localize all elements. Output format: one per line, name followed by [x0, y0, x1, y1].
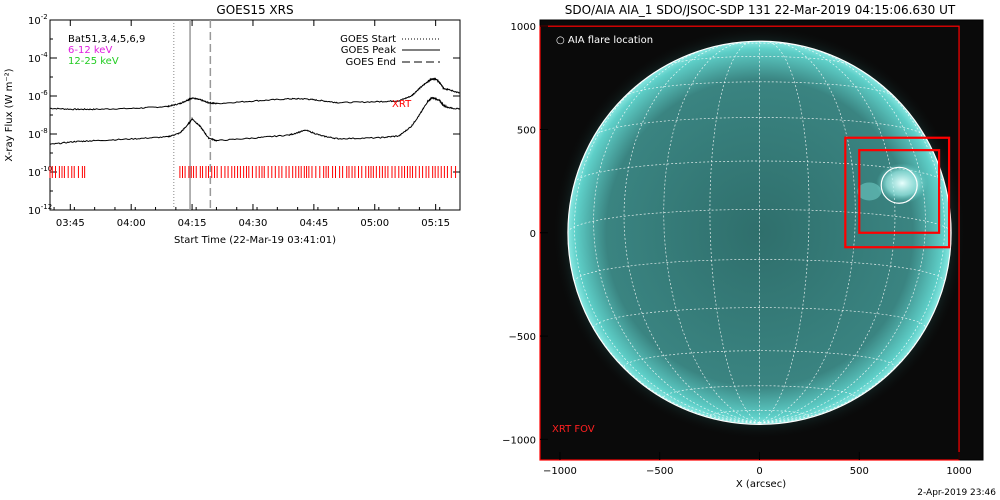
longitude-line — [759, 41, 856, 424]
legend-12-25-kev: 12-25 keV — [68, 56, 119, 67]
goes-y-axis-label: X-ray Flux (W m⁻²) — [4, 68, 15, 161]
goes-series-lower — [49, 96, 461, 145]
legend-goes-start: GOES Start — [340, 34, 396, 45]
aia-y-tick-label: 0 — [530, 229, 536, 240]
latitude-line — [574, 259, 945, 282]
goes-y-tick-label: 10-12 — [28, 203, 52, 217]
aia-x-tick-label: −500 — [646, 466, 673, 477]
legend-goes-peak: GOES Peak — [341, 45, 396, 56]
flare-ejecta-glow — [857, 182, 882, 201]
xrt-annotation: XRT — [392, 99, 412, 110]
goes-x-tick-label: 05:00 — [360, 218, 389, 229]
latitude-line — [709, 410, 810, 417]
goes-x-tick-label: 04:00 — [117, 218, 146, 229]
aia-flare-location-marker — [880, 166, 918, 204]
flare-brightening — [876, 163, 929, 204]
latitude-line — [666, 56, 853, 66]
longitude-line — [759, 40, 810, 424]
aia-legend: ○ AIA flare location — [556, 35, 653, 46]
generation-timestamp: 2-Apr-2019 23:46 — [917, 488, 996, 498]
goes-chart-title: GOES15 XRS — [216, 3, 293, 17]
xrt-observation-bars — [49, 166, 457, 178]
aia-x-tick-label: 1000 — [946, 466, 971, 477]
goes-x-tick-label: 04:15 — [178, 218, 207, 229]
xrt-fov-box — [539, 25, 960, 461]
goes-xrs-chart: GOES15 XRS 03:45 04:00 04:15 04:30 04:45 05:0… — [4, 3, 461, 246]
goes-x-tick-label: 04:45 — [299, 218, 328, 229]
aia-y-axis: −1000 −500 0 500 1000 — [502, 22, 548, 446]
goes-x-tick-label: 03:45 — [56, 218, 85, 229]
region-boxes — [539, 25, 960, 461]
longitude-line — [759, 42, 896, 424]
aia-y-tick-label: 1000 — [511, 22, 536, 33]
goes-y-tick-label: 10-2 — [28, 13, 48, 27]
goes-x-axis-label: Start Time (22-Mar-19 03:41:01) — [174, 235, 336, 246]
aia-y-tick-label: −500 — [509, 332, 536, 343]
goes-y-tick-label: 10-4 — [28, 51, 48, 65]
latitude-line — [663, 385, 856, 398]
latitude-line — [567, 209, 952, 233]
aia-x-axis-label: X (arcsec) — [736, 479, 786, 490]
longitude-line — [709, 40, 760, 424]
longitude-line — [663, 41, 760, 424]
legend-bat-label: Bat51,3,4,5,6,9 — [68, 34, 145, 45]
xrt-region-box — [858, 149, 941, 234]
goes-x-tick-label: 04:30 — [239, 218, 268, 229]
aia-title: SDO/AIA AIA_1 SDO/JSOC-SDP 131 22-Mar-20… — [565, 3, 956, 17]
legend-6-12-kev: 6-12 keV — [68, 45, 112, 56]
aia-x-axis: −1000 −500 0 500 1000 — [543, 452, 972, 477]
aia-x-tick-label: 0 — [756, 466, 762, 477]
aia-x-tick-label: −1000 — [543, 466, 577, 477]
xrt-fov-label: XRT FOV — [552, 424, 595, 435]
aia-y-tick-label: −1000 — [502, 435, 536, 446]
latitude-line — [623, 350, 896, 368]
goes-y-tick-label: 10-8 — [28, 127, 48, 141]
goes-x-axis: 03:45 04:00 04:15 04:30 04:45 05:00 05:15 — [53, 20, 461, 229]
latitude-line — [593, 307, 926, 328]
aia-y-tick-label: 500 — [517, 125, 536, 136]
aia-image-panel: SDO/AIA AIA_1 SDO/JSOC-SDP 131 22-Mar-20… — [502, 3, 984, 490]
latitude-line — [574, 160, 945, 183]
xrt-region-box — [844, 136, 951, 249]
aia-x-tick-label: 500 — [850, 466, 869, 477]
goes-event-lines — [173, 20, 212, 210]
goes-x-tick-label: 05:15 — [421, 218, 450, 229]
goes-y-tick-label: 10-10 — [28, 165, 52, 179]
goes-series-group — [49, 77, 461, 145]
legend-goes-end: GOES End — [346, 57, 396, 68]
latitude-line — [593, 117, 926, 137]
goes-series-upper — [49, 77, 461, 111]
latitude-line — [625, 81, 894, 97]
goes-y-tick-label: 10-6 — [28, 89, 48, 103]
solar-limb — [567, 40, 952, 425]
longitude-line — [623, 42, 760, 424]
